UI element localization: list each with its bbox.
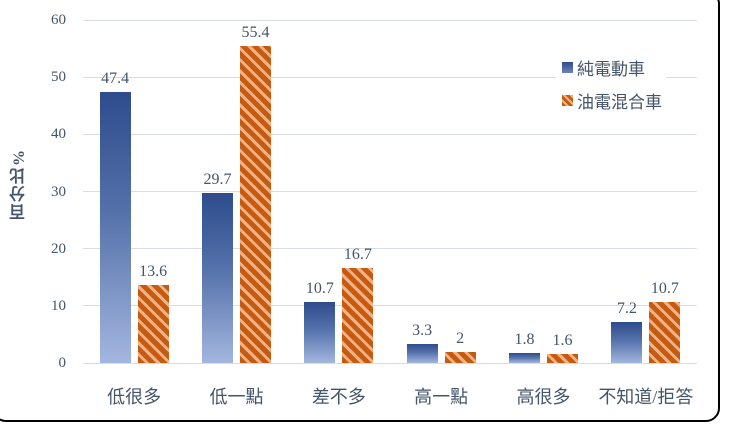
value-label: 1.6 bbox=[552, 331, 573, 349]
gridline bbox=[83, 248, 697, 250]
gridline bbox=[83, 362, 697, 364]
bar-hybrid bbox=[137, 285, 169, 363]
y-tick-label: 50 bbox=[51, 69, 66, 86]
bar-ev bbox=[202, 193, 233, 363]
y-tick-label: 0 bbox=[58, 355, 67, 371]
legend-swatch-ev bbox=[562, 61, 573, 73]
legend: 純電動車 油電混合車 bbox=[556, 52, 666, 115]
value-label: 29.7 bbox=[203, 171, 232, 189]
value-label: 1.8 bbox=[514, 330, 535, 348]
bar-ev bbox=[406, 344, 438, 363]
legend-label-ev: 純電動車 bbox=[577, 59, 645, 79]
y-tick-label: 60 bbox=[51, 12, 66, 28]
legend-label-hybrid: 油電混合車 bbox=[577, 92, 662, 112]
value-label: 2 bbox=[456, 329, 465, 347]
bar-hybrid bbox=[444, 351, 476, 363]
value-label: 3.3 bbox=[412, 322, 433, 340]
value-label: 16.7 bbox=[343, 245, 372, 263]
bar-hybrid bbox=[649, 301, 681, 363]
y-tick-label: 40 bbox=[51, 126, 66, 143]
gridline bbox=[83, 191, 697, 192]
value-label: 13.6 bbox=[139, 263, 168, 281]
bar-ev bbox=[99, 92, 131, 363]
x-category-label: 低很多 bbox=[107, 387, 162, 407]
value-label: 7.2 bbox=[616, 299, 637, 317]
bar-ev bbox=[611, 321, 643, 363]
bar-hybrid bbox=[547, 353, 578, 363]
bar-ev bbox=[304, 301, 336, 363]
gridline bbox=[83, 133, 697, 135]
gridline bbox=[83, 19, 697, 21]
x-category-label: 不知道/拒答 bbox=[598, 387, 694, 407]
bar-hybrid bbox=[240, 46, 271, 363]
y-tick-label: 30 bbox=[51, 183, 66, 200]
x-category-label: 高很多 bbox=[516, 387, 571, 407]
x-category-label: 差不多 bbox=[311, 387, 366, 407]
y-tick-label: 20 bbox=[51, 240, 66, 257]
gridline bbox=[83, 305, 697, 307]
plot-area: 0 10 20 30 40 50 60 47.4 13.6 低很多 29.7 55.4 低一點 10.7 1… bbox=[51, 12, 697, 407]
value-label: 47.4 bbox=[101, 70, 130, 88]
bar-ev bbox=[509, 352, 540, 363]
legend-swatch-hybrid bbox=[562, 94, 573, 106]
bar-hybrid bbox=[342, 267, 374, 363]
legend-item-hybrid: 油電混合車 bbox=[562, 88, 662, 112]
gridline bbox=[83, 76, 697, 78]
value-label: 10.7 bbox=[650, 279, 679, 297]
x-category-label: 低一點 bbox=[209, 387, 264, 407]
x-category-label: 高一點 bbox=[414, 387, 469, 407]
legend-item-ev: 純電動車 bbox=[562, 55, 662, 79]
y-axis-title: 百分比% bbox=[11, 148, 28, 220]
value-label: 10.7 bbox=[305, 279, 334, 297]
y-tick-label: 10 bbox=[51, 297, 66, 314]
value-label: 55.4 bbox=[241, 24, 270, 42]
